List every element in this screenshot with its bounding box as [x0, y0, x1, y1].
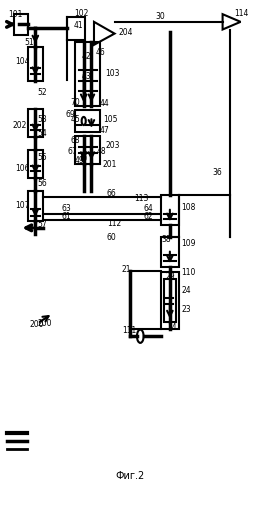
Text: 30: 30 [156, 12, 165, 21]
Circle shape [82, 154, 86, 161]
Text: 53: 53 [37, 116, 47, 124]
Text: 38: 38 [162, 234, 171, 244]
Text: 24: 24 [181, 286, 191, 295]
Text: 201: 201 [102, 160, 116, 170]
Text: 36: 36 [212, 168, 222, 177]
Text: 14: 14 [167, 323, 176, 332]
Text: 62: 62 [144, 212, 153, 221]
Text: 56: 56 [37, 179, 47, 188]
Text: 45: 45 [70, 116, 80, 124]
Text: 51: 51 [24, 38, 34, 47]
Bar [161, 195, 179, 225]
Text: 200: 200 [30, 320, 44, 329]
Text: 52: 52 [37, 88, 47, 97]
Text: 108: 108 [181, 204, 196, 212]
Bar [67, 17, 85, 40]
Text: 112: 112 [107, 219, 121, 228]
Text: 106: 106 [16, 163, 30, 173]
Text: 61: 61 [62, 212, 72, 221]
Text: 48: 48 [96, 147, 106, 156]
Text: 104: 104 [16, 57, 30, 66]
Text: 101: 101 [8, 10, 22, 19]
Text: 66: 66 [107, 189, 116, 198]
Polygon shape [223, 14, 241, 29]
Bar [161, 272, 179, 328]
Text: 102: 102 [75, 9, 89, 17]
Text: 46: 46 [96, 48, 106, 57]
Text: 68: 68 [70, 136, 80, 145]
Text: 57: 57 [37, 220, 47, 229]
Text: 44: 44 [99, 99, 109, 108]
Text: 47: 47 [99, 126, 109, 135]
Text: 110: 110 [181, 268, 196, 277]
Text: 29: 29 [166, 272, 175, 281]
Bar [28, 47, 43, 81]
Text: 41: 41 [73, 22, 83, 30]
Text: 105: 105 [103, 116, 118, 124]
Text: 204: 204 [118, 28, 133, 36]
Bar [75, 136, 100, 164]
Text: 113: 113 [134, 194, 148, 203]
Text: 64: 64 [144, 205, 153, 213]
Bar [161, 236, 179, 267]
Text: 21: 21 [122, 265, 131, 274]
Text: 103: 103 [106, 69, 120, 79]
Text: 107: 107 [16, 201, 30, 210]
Circle shape [137, 329, 144, 343]
Polygon shape [94, 22, 115, 45]
Text: 23: 23 [181, 305, 191, 314]
Bar [75, 42, 100, 106]
Text: 203: 203 [106, 141, 120, 150]
Text: 114: 114 [234, 9, 249, 17]
Bar [28, 150, 43, 178]
Text: 60: 60 [107, 233, 116, 242]
Text: 109: 109 [181, 239, 196, 248]
Text: 111: 111 [122, 326, 136, 335]
Bar [14, 14, 28, 34]
Text: 69: 69 [65, 111, 75, 119]
Text: 67: 67 [68, 147, 77, 156]
Text: 54: 54 [37, 129, 47, 138]
Text: 63: 63 [62, 205, 72, 213]
Bar [28, 109, 43, 137]
Bar [164, 279, 176, 322]
Text: Фиг.2: Фиг.2 [115, 471, 145, 481]
Bar [28, 191, 43, 221]
Text: 43: 43 [82, 72, 92, 81]
Text: 49: 49 [75, 156, 84, 166]
Text: 55: 55 [37, 153, 47, 162]
Circle shape [82, 117, 86, 125]
Bar [75, 111, 100, 132]
Text: 70: 70 [70, 98, 80, 107]
Text: 200: 200 [37, 319, 52, 328]
Text: 42: 42 [82, 51, 92, 61]
Text: 202: 202 [13, 121, 27, 130]
